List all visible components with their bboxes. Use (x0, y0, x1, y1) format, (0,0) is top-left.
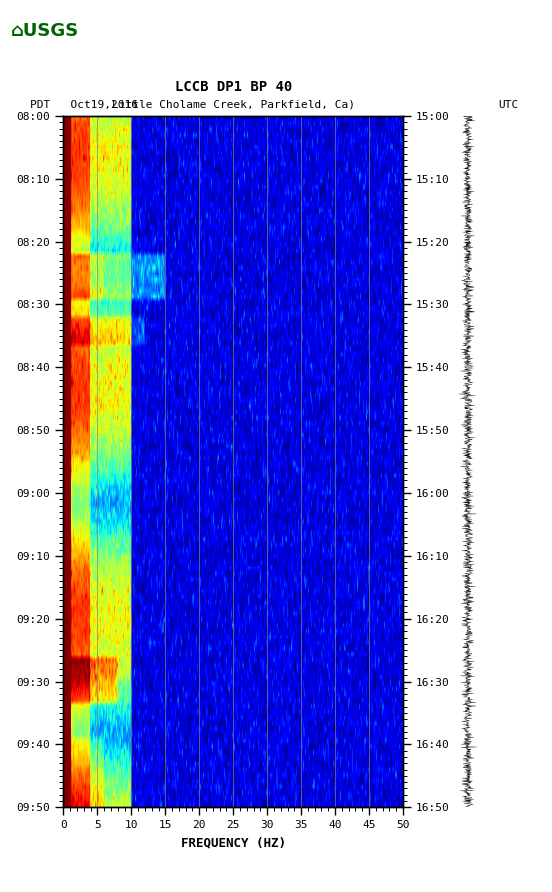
Text: LCCB DP1 BP 40: LCCB DP1 BP 40 (174, 79, 292, 94)
Text: Little Cholame Creek, Parkfield, Ca): Little Cholame Creek, Parkfield, Ca) (112, 100, 355, 110)
Text: UTC: UTC (498, 100, 519, 110)
Text: ⌂USGS: ⌂USGS (11, 22, 79, 40)
X-axis label: FREQUENCY (HZ): FREQUENCY (HZ) (181, 836, 286, 849)
Text: PDT   Oct19,2016: PDT Oct19,2016 (30, 100, 139, 110)
